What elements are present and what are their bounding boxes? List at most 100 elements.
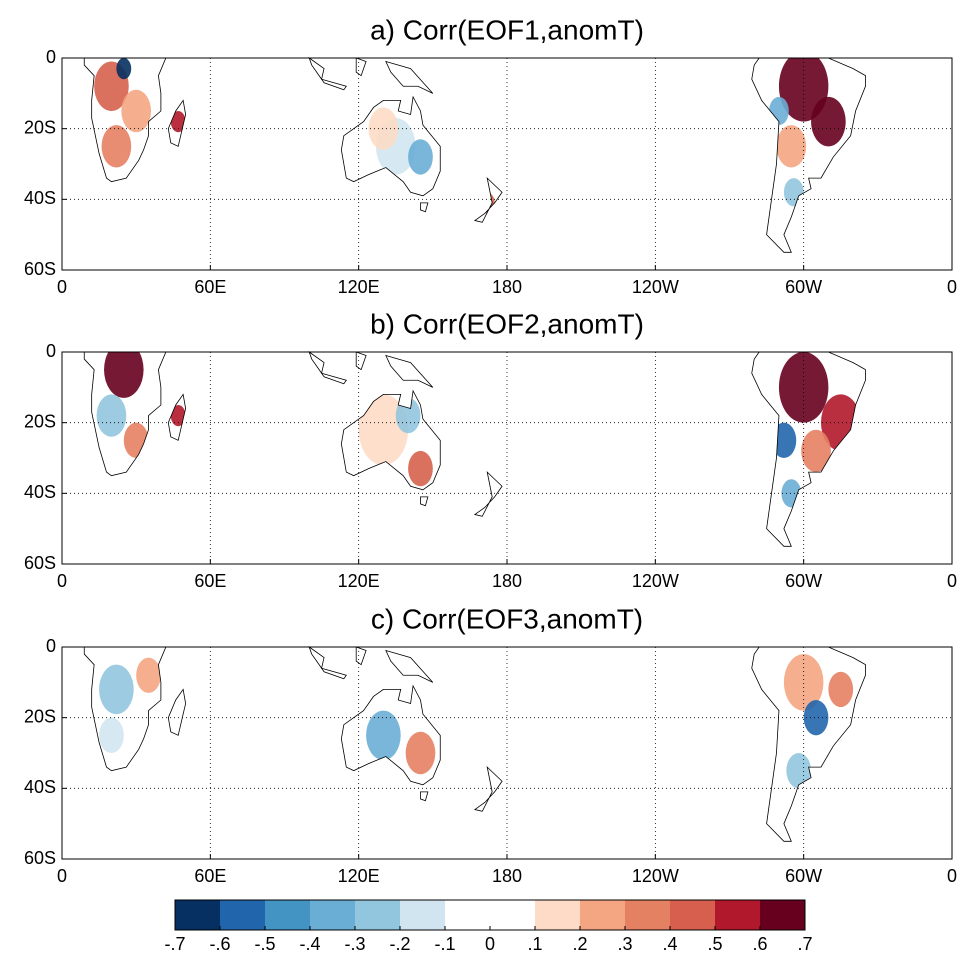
x-tick-label: 0 <box>947 866 957 886</box>
shading-blob <box>104 352 144 398</box>
colorbar-tick-label: -.4 <box>299 934 320 954</box>
shading-blob <box>101 125 132 168</box>
x-tick-label: 60E <box>194 866 226 886</box>
colorbar-tick-label: -.1 <box>434 934 455 954</box>
x-tick-label: 60W <box>785 571 822 591</box>
colorbar-swatch <box>220 900 265 930</box>
panel-title: c) Corr(EOF3,anomT) <box>371 603 643 634</box>
coastline <box>385 60 434 94</box>
colorbar-tick-label: -.6 <box>209 934 230 954</box>
shading-blob <box>136 657 161 693</box>
colorbar-tick-label: -.2 <box>389 934 410 954</box>
shading-blob <box>366 710 401 761</box>
colorbar-swatch <box>580 900 625 930</box>
shading-blob <box>776 125 807 168</box>
x-tick-label: 120E <box>338 571 380 591</box>
y-tick-label: 0 <box>46 636 56 656</box>
shading-blob <box>368 107 399 150</box>
coastline <box>340 684 441 786</box>
coastline <box>308 645 325 670</box>
x-tick-label: 180 <box>492 571 522 591</box>
panel-title: a) Corr(EOF1,anomT) <box>370 14 644 45</box>
shading-blob <box>170 111 186 133</box>
colorbar-tick-label: .4 <box>662 934 677 954</box>
colorbar-tick-label: .7 <box>797 934 812 954</box>
x-tick-label: 0 <box>57 571 67 591</box>
coastline <box>385 354 434 388</box>
coastline <box>473 176 503 223</box>
map-frame <box>61 351 953 565</box>
x-tick-label: 60W <box>785 866 822 886</box>
colorbar-swatch <box>490 900 535 930</box>
shading-blob <box>395 397 421 434</box>
coastline <box>308 56 325 81</box>
coastline <box>751 57 866 253</box>
y-tick-label: 40S <box>24 777 56 797</box>
x-tick-label: 120W <box>632 866 679 886</box>
coastline <box>340 95 441 197</box>
x-tick-label: 60E <box>194 277 226 297</box>
x-tick-label: 120W <box>632 277 679 297</box>
colorbar-tick-label: .6 <box>752 934 767 954</box>
shading-blob <box>803 700 829 736</box>
shading-blob <box>811 96 846 147</box>
shading-blob <box>121 89 151 133</box>
colorbar-swatch <box>265 900 310 930</box>
colorbar-tick-label: .1 <box>527 934 542 954</box>
shading-blob <box>778 352 829 423</box>
colorbar-tick-label: .5 <box>707 934 722 954</box>
map-frame <box>61 646 953 860</box>
shading-blob <box>358 394 409 466</box>
shading-blob <box>801 429 831 473</box>
coastline <box>473 470 503 517</box>
map-frame <box>61 57 953 271</box>
y-tick-label: 40S <box>24 188 56 208</box>
coastline <box>308 350 325 375</box>
colorbar-swatch <box>445 900 490 930</box>
coastline <box>355 646 367 666</box>
colorbar-swatch <box>355 900 400 930</box>
y-tick-label: 20S <box>24 117 56 137</box>
shading-blob <box>783 654 824 711</box>
panel-title: b) Corr(EOF2,anomT) <box>370 308 644 339</box>
colorbar-tick-label: 0 <box>485 934 495 954</box>
colorbar-swatch <box>625 900 670 930</box>
colorbar-tick-label: -.7 <box>164 934 185 954</box>
y-tick-label: 60S <box>24 259 56 279</box>
coastline <box>355 57 367 77</box>
colorbar-tick-label: -.3 <box>344 934 365 954</box>
x-tick-label: 60E <box>194 571 226 591</box>
coastline <box>83 57 167 183</box>
x-tick-label: 180 <box>492 277 522 297</box>
colorbar-swatch <box>715 900 760 930</box>
coastline <box>340 389 441 491</box>
x-tick-label: 0 <box>57 866 67 886</box>
shading-blob <box>116 58 132 80</box>
colorbar-tick-label: .3 <box>617 934 632 954</box>
x-tick-label: 120W <box>632 571 679 591</box>
colorbar-frame <box>174 899 806 931</box>
shading-blob <box>408 450 433 487</box>
coastline <box>320 667 347 680</box>
shading-blob <box>170 405 186 427</box>
colorbar-tick-label: .2 <box>572 934 587 954</box>
shading-blob <box>99 717 124 753</box>
shading-blob <box>405 731 436 775</box>
shading-blob <box>408 139 433 175</box>
x-tick-label: 120E <box>338 277 380 297</box>
coastline <box>473 765 503 812</box>
y-tick-label: 0 <box>46 47 56 67</box>
coastline <box>167 99 187 147</box>
shading-blob <box>786 753 812 789</box>
x-tick-label: 0 <box>947 277 957 297</box>
coastline <box>320 372 347 385</box>
coastline <box>751 351 866 547</box>
y-tick-label: 20S <box>24 411 56 431</box>
colorbar-swatch <box>310 900 355 930</box>
colorbar-tick-label: -.5 <box>254 934 275 954</box>
coastline <box>385 649 434 683</box>
y-tick-label: 60S <box>24 553 56 573</box>
colorbar-swatch <box>175 900 220 930</box>
colorbar-swatch <box>535 900 580 930</box>
